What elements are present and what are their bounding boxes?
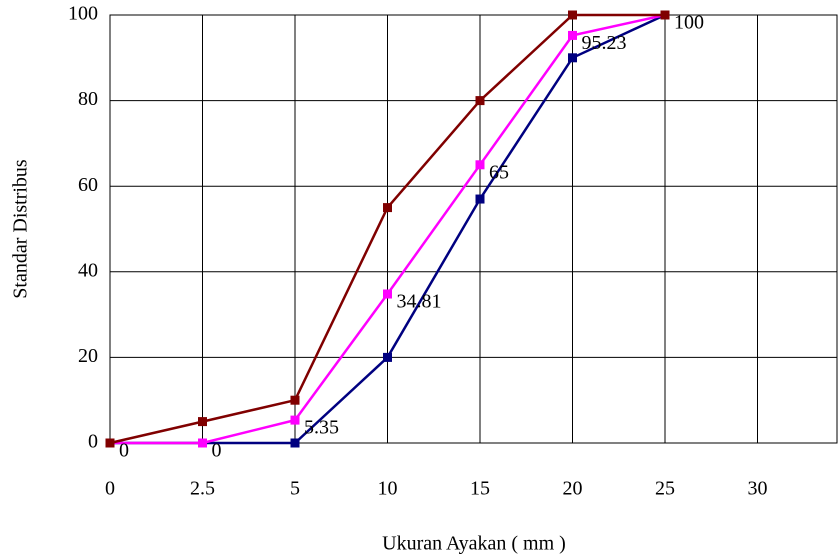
point-marker <box>383 352 392 362</box>
x-tick-label: 20 <box>563 478 583 500</box>
y-tick-label: 40 <box>78 259 98 281</box>
point-marker <box>383 203 392 213</box>
x-tick-label: 10 <box>378 478 398 500</box>
point-marker <box>475 194 485 204</box>
data-label: 95.23 <box>582 32 627 54</box>
point-marker <box>198 417 207 427</box>
x-tick-label: 15 <box>470 478 490 500</box>
x-tick-label: 5 <box>290 478 300 500</box>
point-marker <box>660 10 670 20</box>
plot-area <box>109 14 838 444</box>
data-label: 34.81 <box>397 291 442 313</box>
y-tick-label: 60 <box>78 174 98 196</box>
point-marker <box>105 438 115 448</box>
x-tick-label: 30 <box>748 478 768 500</box>
y-tick-label: 20 <box>78 345 98 367</box>
point-marker <box>475 96 485 106</box>
data-label: 100 <box>674 12 704 34</box>
x-tick-label: 25 <box>655 478 675 500</box>
x-axis-title: Ukuran Ayakan ( mm ) <box>382 533 566 555</box>
data-label: 65 <box>489 161 509 183</box>
point-marker <box>290 415 300 425</box>
y-tick-label: 100 <box>68 3 98 25</box>
data-label: 5.35 <box>304 417 339 439</box>
y-tick-label: 0 <box>88 431 98 453</box>
point-marker <box>290 395 300 405</box>
point-marker <box>475 160 485 170</box>
data-label: 0 <box>212 440 222 462</box>
point-marker <box>568 30 577 40</box>
x-tick-label: 2.5 <box>190 478 215 500</box>
point-marker <box>568 10 577 20</box>
y-axis-title: Standar Distribus <box>10 159 32 299</box>
point-marker <box>383 289 392 299</box>
point-marker <box>198 438 207 448</box>
point-marker <box>290 438 300 448</box>
x-tick-label: 0 <box>105 478 115 500</box>
point-marker <box>568 53 577 63</box>
data-label: 0 <box>119 440 129 462</box>
y-tick-label: 80 <box>78 88 98 110</box>
